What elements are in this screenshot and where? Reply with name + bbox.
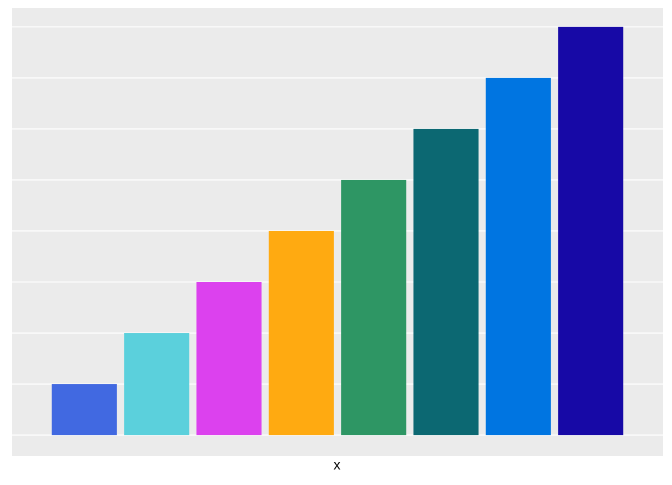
bar	[268, 230, 334, 436]
bar	[196, 282, 262, 436]
bar	[558, 26, 624, 436]
bar	[485, 77, 551, 436]
x-axis-label: x	[334, 457, 341, 473]
bar	[341, 179, 407, 436]
bar	[124, 333, 190, 436]
panel	[12, 8, 663, 456]
bar	[51, 384, 117, 436]
bar	[413, 128, 479, 436]
